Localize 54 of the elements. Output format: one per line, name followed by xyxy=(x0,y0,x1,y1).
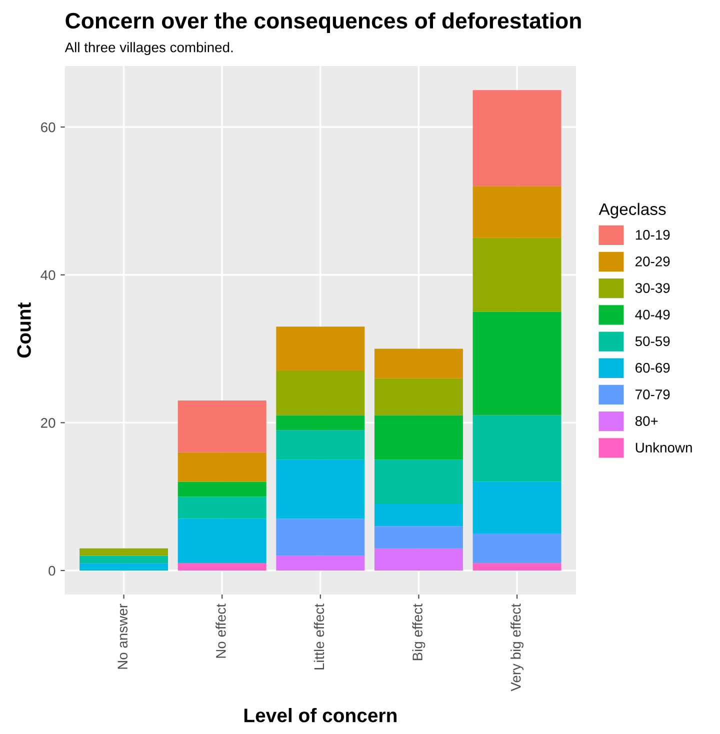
bar xyxy=(178,400,266,452)
bar xyxy=(374,348,463,378)
bar xyxy=(178,482,266,497)
legend-label: Unknown xyxy=(636,442,692,453)
bar xyxy=(276,326,365,371)
bar xyxy=(178,563,266,571)
y-tick-label: 20 xyxy=(41,418,56,428)
bar xyxy=(374,415,463,460)
legend-label: 10-19 xyxy=(636,230,670,240)
x-tick-label: Little effect xyxy=(314,604,324,670)
x-axis-title: Level of concern xyxy=(244,708,396,722)
bar xyxy=(472,415,562,482)
y-tick-label: 40 xyxy=(40,270,56,280)
legend-label: 50-59 xyxy=(635,336,670,346)
bar xyxy=(472,312,562,416)
x-tick-label: Big effect xyxy=(412,604,426,660)
x-tick-label: Very big effect xyxy=(510,604,524,692)
bar xyxy=(276,556,365,571)
bar xyxy=(276,460,365,519)
x-tick-label: No answer xyxy=(118,604,128,669)
legend-label: 40-49 xyxy=(635,310,670,320)
bar xyxy=(80,556,168,564)
bar xyxy=(178,518,266,564)
legend-label: 60-69 xyxy=(636,362,670,373)
legend-label: 30-39 xyxy=(635,283,670,293)
chart-title: Concern over the consequences of deforestation xyxy=(66,12,581,34)
bar xyxy=(374,378,463,416)
bar xyxy=(276,415,365,430)
bar xyxy=(374,548,463,571)
bar xyxy=(178,496,266,519)
bar xyxy=(472,186,562,238)
bar xyxy=(374,504,463,526)
bar xyxy=(374,526,463,548)
x-tick-label: No effect xyxy=(216,604,226,658)
bar xyxy=(80,563,168,571)
y-tick-label: 0 xyxy=(48,566,56,576)
y-tick-label: 60 xyxy=(41,122,56,132)
bar xyxy=(374,460,463,504)
y-axis-title: Count xyxy=(17,302,31,358)
legend-label: 80+ xyxy=(635,416,658,426)
bar xyxy=(276,430,365,460)
bar xyxy=(472,90,562,186)
bar xyxy=(178,452,266,482)
bar xyxy=(472,563,562,571)
bar xyxy=(276,518,365,556)
chart-subtitle: All three villages combined. xyxy=(64,42,233,56)
legend-label: 70-79 xyxy=(636,390,670,400)
bar xyxy=(472,534,562,564)
bar xyxy=(276,370,365,416)
bar xyxy=(80,548,168,556)
bar xyxy=(472,482,562,534)
bar xyxy=(472,238,562,312)
legend-title: Ageclass xyxy=(598,202,666,218)
legend-label: 20-29 xyxy=(636,256,670,266)
